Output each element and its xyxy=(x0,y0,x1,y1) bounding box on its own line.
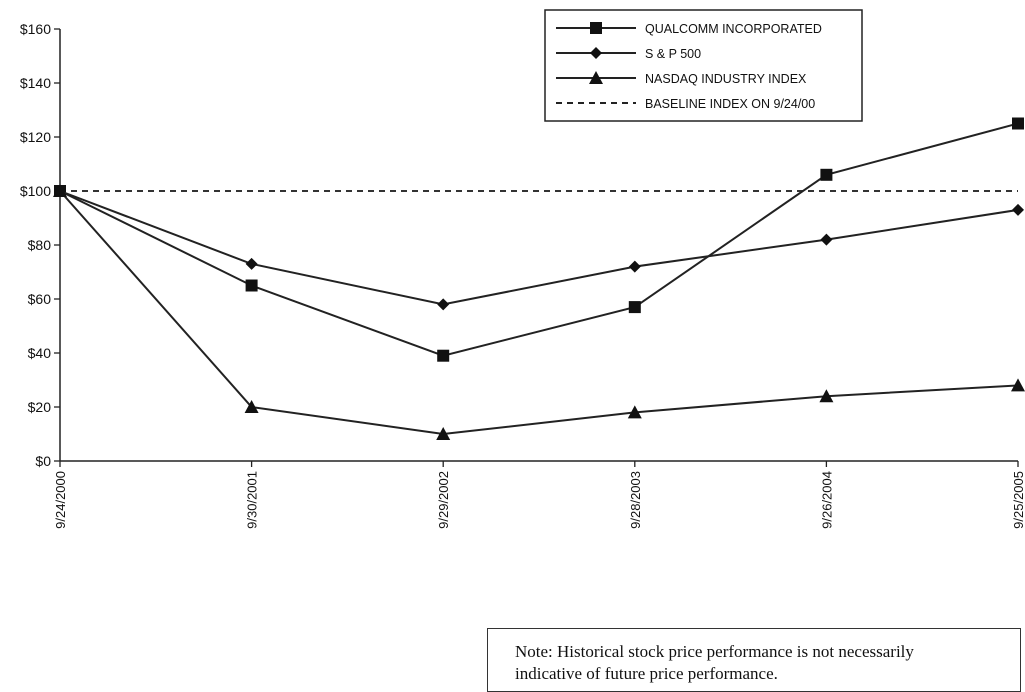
series-2 xyxy=(54,185,1024,311)
legend-entry-4: BASELINE INDEX ON 9/24/00 xyxy=(556,97,815,111)
square-marker xyxy=(245,279,258,292)
diamond-marker xyxy=(628,260,641,273)
series-line xyxy=(59,190,1019,436)
y-tick-label: $0 xyxy=(35,453,51,469)
triangle-marker xyxy=(244,400,259,413)
legend-triangle-marker xyxy=(589,71,603,84)
x-tick-label: 9/28/2003 xyxy=(628,471,643,529)
x-tick-label: 9/30/2001 xyxy=(245,471,260,529)
legend: QUALCOMM INCORPORATED S & P 500 NASDAQ IND… xyxy=(544,9,863,122)
x-tick-label: 9/25/2005 xyxy=(1011,471,1025,529)
y-tick-label: $160 xyxy=(20,21,51,37)
legend-label: BASELINE INDEX ON 9/24/00 xyxy=(645,97,815,111)
legend-label: QUALCOMM INCORPORATED xyxy=(645,22,822,36)
series-1 xyxy=(54,117,1024,362)
legend-label: S & P 500 xyxy=(645,47,701,61)
legend-square-marker xyxy=(590,22,602,34)
y-tick-label: $140 xyxy=(20,75,51,91)
stock-performance-chart: $0 $20 $40 $60 $80 $100 $120 $140 $160 9/24/2000 9… xyxy=(20,9,1025,529)
legend-entry-3: NASDAQ INDUSTRY INDEX xyxy=(556,71,807,86)
y-tick-label: $60 xyxy=(28,291,52,307)
square-marker xyxy=(1012,117,1024,130)
triangle-marker xyxy=(819,389,834,403)
x-tick-label: 9/24/2000 xyxy=(53,471,68,529)
chart-canvas: $0 $20 $40 $60 $80 $100 $120 $140 $160 9/24/2000 9… xyxy=(20,9,1025,529)
legend-entry-1: QUALCOMM INCORPORATED xyxy=(556,22,822,36)
y-tick-label: $120 xyxy=(20,129,51,145)
diamond-marker xyxy=(820,233,833,246)
square-marker xyxy=(437,349,450,362)
note-line-2: indicative of future price performance. xyxy=(515,664,778,683)
diamond-marker xyxy=(1012,203,1024,216)
legend-label: NASDAQ INDUSTRY INDEX xyxy=(645,72,807,86)
x-tick-label: 9/29/2002 xyxy=(436,471,451,529)
diamond-marker xyxy=(245,257,258,270)
series-3 xyxy=(53,184,1025,440)
triangle-marker xyxy=(436,427,451,440)
y-tick-label: $20 xyxy=(28,399,52,415)
triangle-marker xyxy=(53,184,67,197)
square-marker xyxy=(820,168,833,181)
square-marker xyxy=(628,301,641,314)
diamond-marker xyxy=(437,298,450,311)
x-tick-label: 9/26/2004 xyxy=(819,471,834,529)
triangle-marker xyxy=(1011,378,1025,392)
y-tick-label: $40 xyxy=(28,345,52,361)
triangle-marker xyxy=(627,405,642,419)
note-box: Note: Historical stock price performance… xyxy=(487,628,1021,692)
y-tick-label: $100 xyxy=(20,183,51,199)
note-line-1: Note: Historical stock price performance… xyxy=(515,642,914,661)
series-line xyxy=(59,122,1019,357)
legend-entry-2: S & P 500 xyxy=(556,47,701,61)
y-tick-label: $80 xyxy=(28,237,52,253)
series-line xyxy=(59,190,1019,306)
legend-diamond-marker xyxy=(590,47,602,59)
